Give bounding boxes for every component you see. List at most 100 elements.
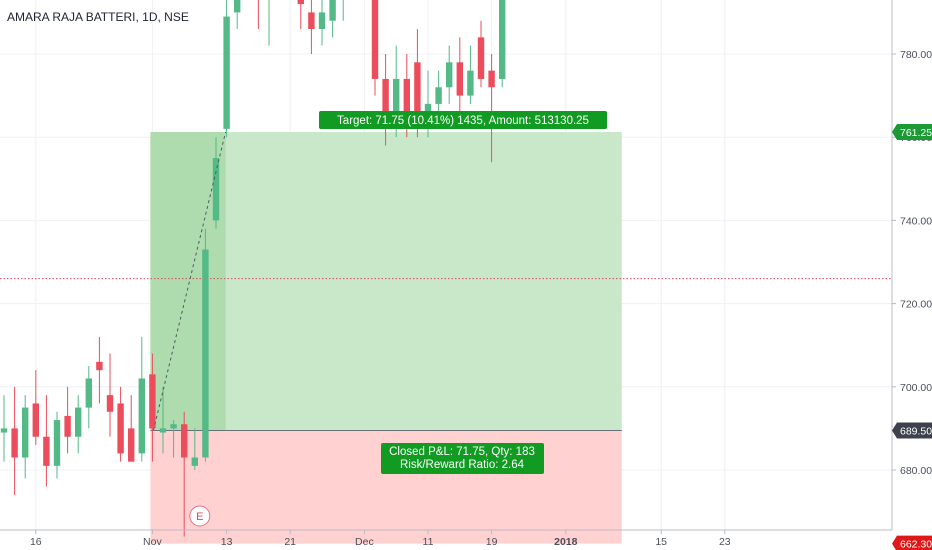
candle [268, 0, 270, 46]
closed-pnl-box [381, 443, 544, 474]
candle [212, 137, 220, 229]
candle-body [64, 415, 71, 437]
candle [477, 20, 485, 88]
x-tick-label: Dec [355, 536, 374, 548]
price-badge-box [892, 535, 932, 550]
candle [181, 411, 188, 537]
target-label-text: Target: 71.75 (10.41%) 1435, Amount: 513… [337, 115, 589, 127]
candle [467, 45, 474, 104]
price-badge: 662.30 [892, 535, 932, 550]
candle-body [329, 0, 336, 21]
position-overlay: Target: 71.75 (10.41%) 1435, Amount: 513… [152, 111, 607, 527]
candle-body [223, 16, 230, 129]
y-tick-label: 720.00 [900, 299, 932, 311]
x-axis[interactable]: 16 Nov 13 21 Dec 11 19 2018 15 23 [30, 530, 731, 548]
candle-body [96, 361, 103, 371]
candle-body [467, 70, 474, 96]
candle-body [297, 0, 304, 5]
candle [223, 0, 230, 138]
candle-body [32, 403, 39, 437]
candle-body [11, 428, 18, 458]
candle-body [159, 428, 167, 433]
candle-body [117, 403, 124, 454]
candle-body [393, 78, 400, 129]
candle-body [456, 62, 463, 96]
x-tick-label: Nov [143, 536, 162, 548]
event-marker[interactable]: E [189, 505, 211, 527]
candle-body [202, 249, 209, 458]
candle-body [371, 0, 379, 79]
target-label: Target: 71.75 (10.41%) 1435, Amount: 513… [319, 111, 607, 129]
candle [329, 0, 336, 38]
candle [85, 366, 92, 429]
candle [53, 411, 61, 479]
x-tick-label: 23 [719, 536, 731, 548]
candle [297, 0, 304, 30]
candle-body [43, 436, 50, 466]
candle-body [170, 424, 177, 429]
event-marker-circle[interactable] [189, 505, 211, 527]
candle [202, 228, 209, 462]
candle [318, 0, 326, 46]
candle [159, 386, 167, 454]
candle [382, 54, 389, 146]
x-tick-label: 15 [655, 536, 667, 548]
x-tick-label: 2018 [554, 536, 578, 548]
candle-body [138, 378, 145, 454]
x-tick-label: 19 [486, 536, 498, 548]
candle [22, 395, 29, 479]
target-label-box [319, 111, 607, 129]
price-badge: 761.25 [892, 124, 932, 140]
chart-title: AMARA RAJA BATTERI, 1D, NSE [7, 10, 189, 24]
candle-body [85, 378, 92, 408]
candle-body [446, 62, 453, 88]
price-badge-text: 761.25 [900, 127, 932, 139]
candle [149, 353, 156, 462]
candle [488, 54, 495, 163]
candle-body [106, 395, 114, 412]
candle-body [191, 457, 198, 466]
candle-body [318, 12, 326, 30]
y-tick-label: 740.00 [900, 215, 932, 227]
candle-body [499, 0, 506, 79]
candle [342, 0, 344, 21]
y-axis[interactable]: 680.00700.00720.00740.00760.00780.00800.… [892, 0, 932, 477]
x-tick-label: 21 [284, 536, 296, 548]
candle-body [128, 428, 135, 462]
target-zone [150, 132, 622, 431]
candle-body [181, 424, 188, 458]
candle [138, 336, 145, 462]
closed-pnl-text: Closed P&L: 71.75, Qty: 183 [389, 446, 535, 458]
candle [11, 386, 18, 495]
candle-body [488, 70, 495, 88]
candle [43, 395, 50, 487]
candle [75, 395, 82, 454]
candle-body [149, 374, 156, 429]
candle [96, 336, 103, 404]
candle [64, 386, 71, 454]
candles [0, 0, 506, 537]
candle [308, 0, 315, 54]
candle [0, 395, 8, 462]
candle-body [22, 407, 29, 458]
candle [32, 370, 39, 446]
candle-body [0, 428, 8, 433]
candle [106, 353, 114, 437]
candle-body [234, 0, 241, 13]
candle-body [477, 37, 485, 79]
candle [371, 0, 379, 96]
candle-body [308, 12, 315, 30]
x-tick-label: 11 [423, 536, 434, 548]
candle [128, 395, 135, 462]
candle [170, 420, 177, 458]
price-badge-box [892, 422, 932, 439]
x-tick-label: 13 [221, 536, 233, 548]
candle [499, 0, 506, 88]
event-marker-label: E [196, 511, 203, 523]
candle [456, 37, 463, 113]
y-tick-label: 700.00 [900, 382, 932, 394]
candle-body [403, 78, 410, 121]
